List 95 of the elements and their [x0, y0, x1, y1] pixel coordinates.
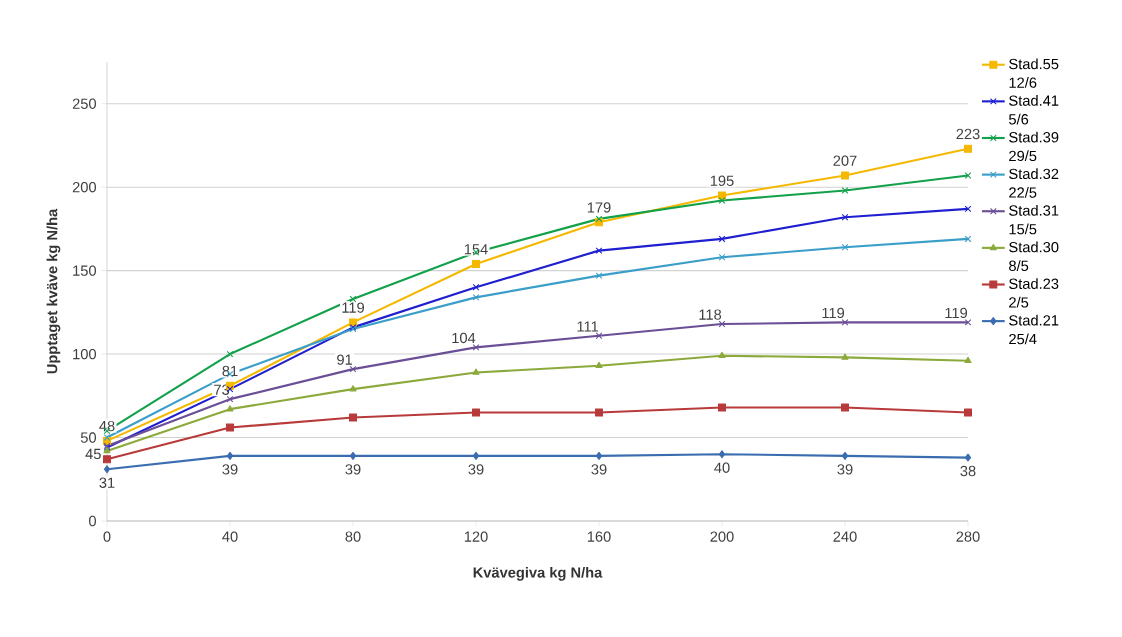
- data-label: 81: [222, 365, 238, 377]
- data-label: 45: [85, 448, 101, 460]
- data-label: 111: [577, 321, 599, 332]
- point: [717, 403, 727, 412]
- point: [718, 253, 726, 261]
- point: [472, 293, 480, 301]
- data-label: 39: [837, 464, 853, 475]
- point: [226, 395, 234, 403]
- legend-label: Stad.32 22/5: [1009, 168, 1059, 198]
- data-label: 31: [99, 477, 115, 488]
- point: [963, 144, 973, 153]
- data-label: 104: [452, 332, 476, 344]
- point: [963, 408, 973, 417]
- x-tick-label: 40: [222, 531, 238, 542]
- legend-label: Stad.55 12/6: [1009, 58, 1059, 88]
- legend-label: Stad.31 15/5: [1009, 204, 1059, 235]
- data-label: 195: [710, 175, 734, 186]
- data-label: 223: [956, 128, 980, 140]
- point: [718, 351, 726, 359]
- data-label: 40: [714, 462, 730, 473]
- legend-label: Stad.41 5/6: [1009, 95, 1059, 125]
- point: [964, 172, 972, 179]
- point: [348, 413, 358, 422]
- x-tick-label: 160: [587, 531, 611, 542]
- data-label: 119: [822, 307, 845, 319]
- y-tick-label: 250: [72, 98, 97, 109]
- y-tick-label: 150: [73, 265, 97, 276]
- point: [226, 405, 234, 412]
- point: [226, 451, 234, 460]
- point: [595, 361, 603, 369]
- point: [718, 197, 726, 204]
- point: [841, 319, 849, 326]
- data-label: 39: [345, 464, 361, 475]
- data-label: 119: [342, 302, 364, 313]
- data-label: 39: [468, 464, 484, 475]
- point: [349, 385, 357, 392]
- point: [718, 450, 726, 459]
- x-tick-label: 80: [345, 531, 361, 542]
- point: [964, 356, 972, 364]
- point: [841, 213, 849, 221]
- y-tick-label: 50: [80, 432, 97, 443]
- data-label: 39: [591, 464, 607, 475]
- x-axis-title: Kvävegiva kg N/ha: [473, 566, 603, 581]
- y-tick-label: 100: [73, 348, 97, 360]
- legend-label: Stad.39 29/5: [1009, 131, 1059, 162]
- point: [349, 365, 357, 373]
- data-label: 207: [833, 155, 857, 166]
- point: [102, 455, 112, 464]
- point: [964, 319, 972, 326]
- point: [964, 235, 972, 243]
- point: [103, 434, 111, 441]
- y-tick-label: 200: [72, 182, 97, 193]
- point: [840, 403, 850, 412]
- point: [964, 205, 972, 213]
- point: [472, 368, 480, 375]
- data-label: 38: [960, 465, 976, 477]
- point: [472, 283, 480, 291]
- point: [595, 215, 603, 223]
- point: [594, 408, 604, 417]
- point: [225, 423, 235, 432]
- data-label: 91: [337, 354, 353, 365]
- point: [595, 247, 603, 254]
- point: [595, 332, 603, 340]
- y-tick-label: 0: [89, 515, 97, 527]
- data-label: 179: [587, 202, 611, 213]
- point: [595, 272, 603, 280]
- y-axis-title: Upptaget kväve kg N/ha: [46, 208, 61, 374]
- point: [471, 408, 481, 417]
- data-label: 118: [699, 309, 722, 320]
- x-tick-label: 0: [103, 531, 111, 542]
- point: [472, 451, 480, 460]
- x-tick-label: 120: [464, 531, 488, 542]
- point: [595, 451, 603, 460]
- point: [471, 259, 481, 268]
- legend-label: Stad.23 2/5: [1009, 278, 1059, 308]
- x-tick-label: 240: [833, 531, 857, 542]
- point: [841, 451, 849, 460]
- point: [472, 344, 480, 351]
- data-label: 119: [945, 307, 968, 319]
- point: [349, 451, 357, 460]
- point: [226, 350, 234, 358]
- point: [841, 353, 849, 360]
- point: [841, 243, 849, 251]
- legend-label: Stad.30 8/5: [1009, 241, 1059, 271]
- data-label: 39: [222, 464, 238, 475]
- data-label: 154: [464, 244, 488, 255]
- x-tick-label: 280: [956, 531, 980, 542]
- point: [840, 171, 850, 180]
- point: [841, 187, 849, 194]
- x-tick-label: 200: [710, 531, 734, 542]
- point: [103, 465, 111, 474]
- legend-label: Stad.21 25/4: [1009, 314, 1059, 345]
- point: [964, 453, 972, 462]
- data-label: 48: [99, 420, 115, 432]
- point: [718, 235, 726, 243]
